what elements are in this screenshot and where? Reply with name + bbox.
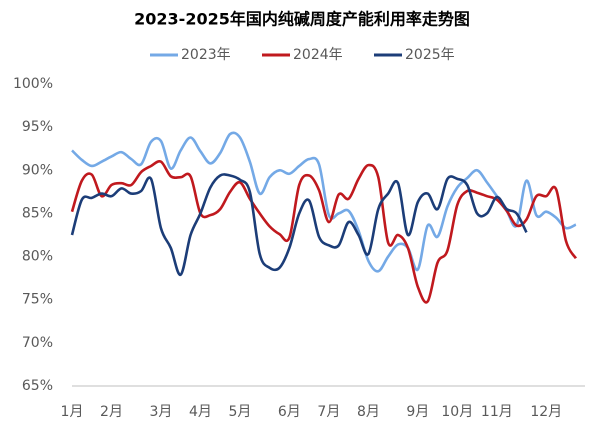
legend-label: 2025年 xyxy=(405,47,455,63)
x-tick-label: 5月 xyxy=(228,404,251,420)
x-tick-label: 2月 xyxy=(100,404,123,420)
chart-title: 2023-2025年国内纯碱周度产能利用率走势图 xyxy=(134,10,470,29)
x-tick-label: 8月 xyxy=(357,404,380,420)
y-tick-label: 65% xyxy=(22,378,53,394)
legend-label: 2024年 xyxy=(293,47,343,63)
x-tick-label: 7月 xyxy=(317,404,340,420)
series-line xyxy=(70,159,578,304)
series-line xyxy=(70,173,528,276)
legend: 2023年 2024年 2025年 xyxy=(150,47,455,63)
x-tick-label: 3月 xyxy=(149,404,172,420)
y-tick-label: 100% xyxy=(13,76,53,92)
x-tick-label: 1月 xyxy=(61,404,84,420)
series-line xyxy=(71,131,577,273)
x-tick-label: 11月 xyxy=(481,404,513,420)
y-tick-label: 90% xyxy=(22,162,53,178)
x-tick-label: 9月 xyxy=(406,404,429,420)
x-tick-label: 6月 xyxy=(278,404,301,420)
x-tick-label: 10月 xyxy=(441,404,473,420)
y-tick-label: 80% xyxy=(22,249,53,265)
y-tick-label: 85% xyxy=(22,205,53,221)
legend-label: 2023年 xyxy=(181,47,231,63)
y-tick-label: 70% xyxy=(22,335,53,351)
x-tick-label: 4月 xyxy=(189,404,212,420)
x-tick-label: 12月 xyxy=(530,404,562,420)
y-tick-label: 75% xyxy=(22,292,53,308)
y-tick-label: 95% xyxy=(22,119,53,135)
